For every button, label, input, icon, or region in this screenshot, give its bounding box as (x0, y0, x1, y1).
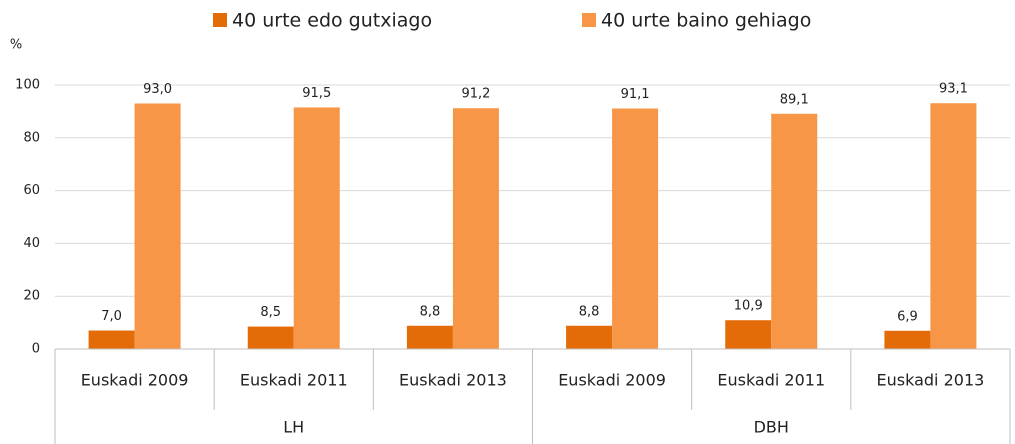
bar (612, 108, 659, 349)
x-tick-label: Euskadi 2011 (717, 371, 825, 390)
data-label: 7,0 (101, 309, 122, 324)
x-tick-label: Euskadi 2011 (240, 371, 348, 390)
bar (134, 103, 181, 349)
bar (247, 326, 294, 349)
data-label: 10,9 (734, 299, 763, 314)
y-tick-label: 20 (23, 289, 40, 304)
bar (725, 320, 772, 349)
bar (566, 325, 613, 349)
legend-label: 40 urte edo gutxiago (232, 10, 432, 32)
bar (884, 330, 931, 349)
data-label: 8,8 (579, 304, 600, 319)
x-tick-label: Euskadi 2013 (877, 371, 985, 390)
data-label: 91,1 (621, 87, 650, 102)
bar (88, 330, 135, 349)
data-label: 8,5 (260, 305, 281, 320)
x-tick-label: Euskadi 2009 (558, 371, 666, 390)
data-label: 6,9 (897, 309, 918, 324)
data-label: 91,2 (461, 87, 490, 102)
y-tick-label: 0 (32, 342, 40, 357)
y-tick-label: 100 (15, 78, 40, 93)
bar (406, 325, 453, 349)
data-label: 91,5 (302, 86, 331, 101)
y-tick-label: 80 (23, 130, 40, 145)
bar (293, 107, 340, 349)
bar (930, 103, 977, 349)
group-label: LH (283, 418, 304, 437)
y-axis-label: % (10, 38, 22, 53)
data-label: 8,8 (420, 304, 441, 319)
legend-swatch (213, 13, 227, 27)
group-label: DBH (754, 418, 789, 437)
legend: 40 urte edo gutxiago 40 urte baino gehiag… (213, 10, 811, 32)
data-label: 93,0 (143, 82, 172, 97)
legend-label: 40 urte baino gehiago (601, 10, 811, 32)
y-tick-label: 60 (23, 183, 40, 198)
bar (452, 108, 499, 350)
x-tick-label: Euskadi 2013 (399, 371, 507, 390)
x-tick-label: Euskadi 2009 (81, 371, 189, 390)
data-label: 93,1 (939, 82, 968, 97)
y-tick-label: 40 (23, 236, 40, 251)
data-label: 89,1 (780, 92, 809, 107)
legend-swatch (582, 13, 596, 27)
bar (771, 113, 818, 349)
